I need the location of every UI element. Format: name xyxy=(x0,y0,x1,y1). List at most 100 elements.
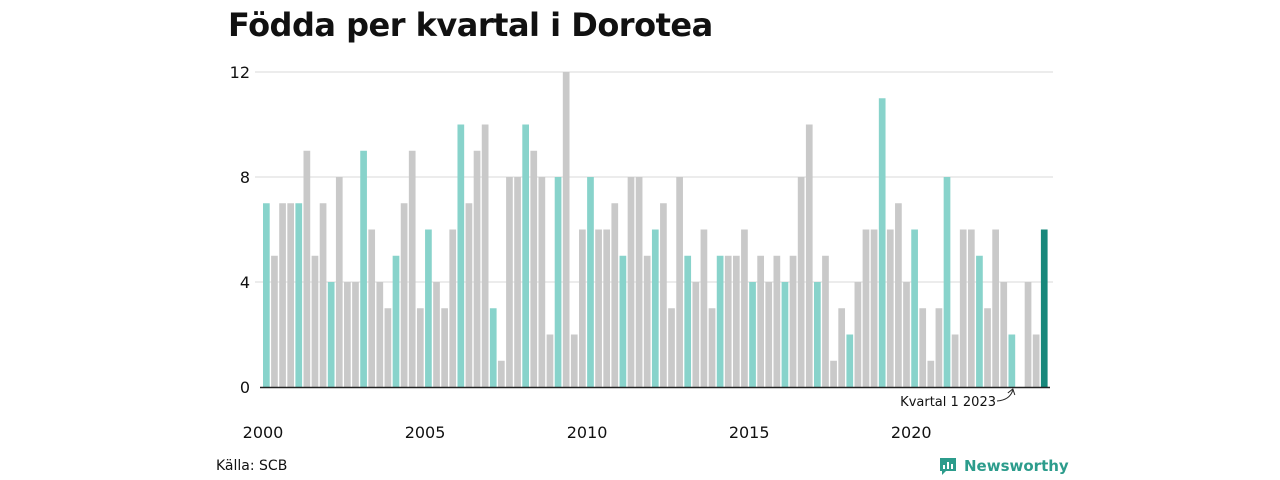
bar xyxy=(311,255,319,387)
bar xyxy=(773,255,781,387)
bar-chart: 0 4 8 12 2000 2005 2010 2015 2020 Kvartal 1 202… xyxy=(230,63,1053,442)
bar xyxy=(951,334,959,387)
brand: Newsworthy xyxy=(938,456,1069,476)
bar xyxy=(903,282,910,387)
bar xyxy=(416,308,424,387)
bar xyxy=(433,282,440,387)
bar xyxy=(1000,282,1008,387)
bar xyxy=(854,282,862,387)
bar xyxy=(919,308,927,387)
bar xyxy=(976,255,983,387)
bar xyxy=(984,308,991,387)
bar xyxy=(538,177,546,387)
bar xyxy=(1040,229,1048,387)
chart-title: Födda per kvartal i Dorotea xyxy=(228,6,713,44)
bar xyxy=(895,203,902,387)
bar xyxy=(360,150,367,387)
bar xyxy=(886,229,894,387)
x-tick-label: 2005 xyxy=(405,423,446,442)
bar xyxy=(263,203,270,387)
bar xyxy=(935,308,943,387)
bar xyxy=(749,282,756,387)
bar xyxy=(911,229,918,387)
bar xyxy=(692,282,700,387)
bar xyxy=(497,360,505,387)
bar xyxy=(611,203,619,387)
bar xyxy=(635,177,643,387)
bar xyxy=(627,177,635,387)
bar xyxy=(619,255,627,387)
x-tick-label: 2000 xyxy=(243,423,284,442)
bar xyxy=(279,203,286,387)
bar xyxy=(668,308,675,387)
bar xyxy=(732,255,740,387)
bar xyxy=(554,177,562,387)
bar xyxy=(457,124,465,387)
bar xyxy=(846,334,854,387)
bar xyxy=(352,282,359,387)
y-tick-label: 4 xyxy=(240,273,250,292)
bar xyxy=(643,255,651,387)
bar xyxy=(514,177,521,387)
bar xyxy=(797,177,805,387)
bar xyxy=(878,98,886,387)
bar xyxy=(741,229,748,387)
bar xyxy=(449,229,457,387)
bar xyxy=(870,229,878,387)
bar xyxy=(789,255,797,387)
bar xyxy=(805,124,813,387)
y-axis-ticks: 0 4 8 12 xyxy=(230,63,250,397)
bar xyxy=(814,282,821,387)
y-tick-label: 8 xyxy=(240,168,250,187)
annotation-arrowhead xyxy=(1007,388,1016,396)
bar xyxy=(530,150,538,387)
bar xyxy=(335,177,343,387)
bar xyxy=(862,229,870,387)
bar xyxy=(481,124,489,387)
bar xyxy=(1008,334,1016,387)
bar xyxy=(927,360,935,387)
bar xyxy=(660,203,667,387)
bar xyxy=(344,282,351,387)
bar xyxy=(587,177,594,387)
bar xyxy=(319,203,327,387)
bar xyxy=(959,229,967,387)
latest-annotation: Kvartal 1 2023 xyxy=(900,388,1016,410)
bar xyxy=(400,203,408,387)
bar xyxy=(1024,282,1032,387)
bar xyxy=(822,255,829,387)
source-label: Källa: SCB xyxy=(216,458,288,474)
bar xyxy=(287,203,295,387)
bar xyxy=(522,124,530,387)
bar xyxy=(489,308,497,387)
bar xyxy=(384,308,392,387)
bar xyxy=(271,255,278,387)
bar xyxy=(368,229,376,387)
bar xyxy=(781,282,789,387)
bar xyxy=(724,255,732,387)
bar xyxy=(376,282,384,387)
bars xyxy=(260,72,1050,389)
bar xyxy=(716,255,724,387)
bar xyxy=(708,308,716,387)
bar xyxy=(506,177,513,387)
bar xyxy=(546,334,554,387)
bar xyxy=(838,308,846,387)
bar xyxy=(303,150,311,387)
bar xyxy=(603,229,611,387)
annotation-label: Kvartal 1 2023 xyxy=(900,395,996,410)
bar xyxy=(465,203,473,387)
bar xyxy=(327,282,335,387)
bar xyxy=(967,229,975,387)
y-tick-label: 0 xyxy=(240,378,250,397)
bar xyxy=(408,150,416,387)
brand-name: Newsworthy xyxy=(964,457,1069,475)
annotation-arrow xyxy=(996,389,1014,402)
x-tick-label: 2010 xyxy=(567,423,608,442)
bar xyxy=(295,203,303,387)
bar xyxy=(570,334,578,387)
bar xyxy=(684,255,692,387)
bar xyxy=(579,229,586,387)
bar xyxy=(1032,334,1040,387)
bar xyxy=(676,177,683,387)
